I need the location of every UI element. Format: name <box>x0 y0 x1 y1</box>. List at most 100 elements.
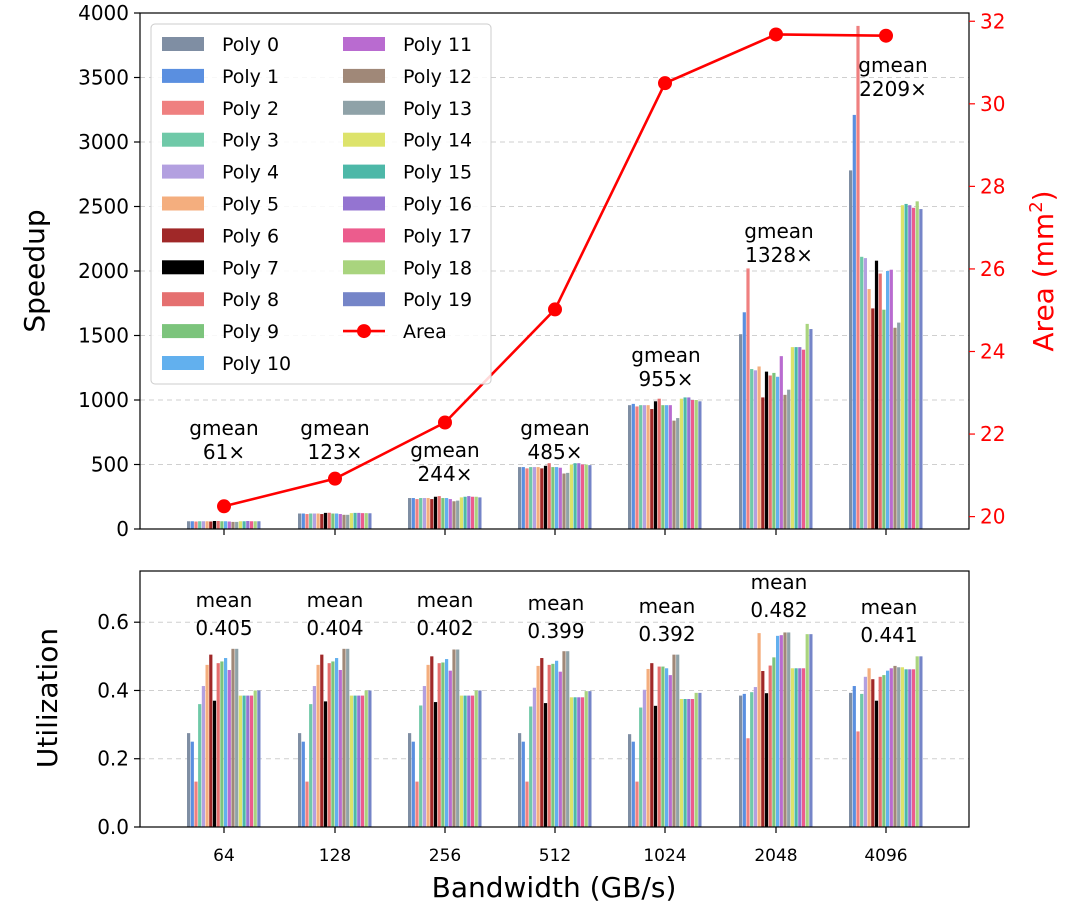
speedup-bar <box>805 323 809 529</box>
speedup-bar <box>470 496 475 529</box>
utilization-bar <box>220 661 224 827</box>
speedup-bar <box>694 400 698 529</box>
utilization-bar <box>331 661 335 827</box>
speedup-bar <box>852 114 856 529</box>
legend-swatch <box>343 100 385 115</box>
gmean-value: 955× <box>639 367 694 391</box>
speedup-bar <box>739 334 743 529</box>
speedup-bar <box>220 521 224 529</box>
speedup-y-tick-label: 0 <box>116 517 129 541</box>
utilization-bar <box>478 690 482 827</box>
utilization-bar <box>768 665 772 827</box>
speedup-bar <box>639 405 643 529</box>
speedup-bar <box>198 521 202 529</box>
utilization-bar <box>540 658 544 827</box>
speedup-bar <box>672 420 676 529</box>
legend-label: Poly 18 <box>403 257 472 279</box>
speedup-bar <box>305 514 309 529</box>
utilization-bar <box>463 695 467 827</box>
utilization-bar <box>915 656 919 827</box>
utilization-bar <box>687 699 691 827</box>
utilization-bar <box>301 741 305 827</box>
area-y-tick-label: 26 <box>980 257 1005 281</box>
utilization-bar <box>584 691 588 827</box>
utilization-bar <box>764 693 769 827</box>
utilization-bar <box>419 705 423 827</box>
area-point <box>769 27 783 42</box>
speedup-bar <box>661 405 665 529</box>
utilization-bar <box>346 648 350 827</box>
gmean-label: gmean <box>631 343 700 367</box>
speedup-bar <box>886 271 890 529</box>
speedup-bar <box>915 201 919 529</box>
legend-label: Poly 8 <box>222 289 279 311</box>
utilization-bar <box>529 706 533 827</box>
speedup-bar <box>900 205 904 529</box>
speedup-bar <box>525 468 529 529</box>
speedup-y-tick-label: 3000 <box>78 130 129 154</box>
speedup-bar <box>456 500 460 529</box>
legend-box <box>150 23 492 385</box>
speedup-bar <box>224 521 228 529</box>
area-point <box>438 415 452 430</box>
speedup-bar <box>860 256 864 529</box>
speedup-y-tick-label: 2500 <box>78 195 129 219</box>
utilization-bar <box>558 671 562 827</box>
utilization-bar <box>368 690 372 827</box>
utilization-bar <box>470 695 475 827</box>
utilization-bar <box>801 668 806 827</box>
utilization-y-tick-label: 0.6 <box>97 610 129 634</box>
area-axis-label-sup: 2 <box>1026 201 1047 212</box>
mean-value: 0.392 <box>638 622 695 646</box>
speedup-bar <box>798 347 802 529</box>
speedup-bar <box>863 258 867 529</box>
bandwidth-x-tick-label: 1024 <box>643 846 686 866</box>
speedup-bar <box>411 498 415 529</box>
speedup-bar <box>415 499 419 529</box>
speedup-bar <box>653 401 658 529</box>
utilization-bar <box>566 651 570 827</box>
speedup-bar <box>551 467 555 529</box>
utilization-bar <box>216 663 220 827</box>
legend-label: Poly 19 <box>403 289 472 311</box>
utilization-bar <box>761 671 765 827</box>
speedup-bar <box>580 464 585 529</box>
utilization-bar <box>628 734 632 827</box>
speedup-bar <box>764 371 769 529</box>
speedup-bar <box>849 170 853 529</box>
legend-label: Poly 2 <box>222 98 279 120</box>
speedup-bar <box>882 309 886 529</box>
speedup-bar <box>679 398 683 529</box>
area-point <box>217 499 231 514</box>
speedup-bar <box>867 289 871 529</box>
bandwidth-axis-label: Bandwidth (GB/s) <box>432 871 677 904</box>
legend-swatch <box>162 260 204 275</box>
utilization-bar <box>856 731 860 827</box>
mean-value: 0.399 <box>527 619 584 643</box>
speedup-bar <box>809 329 813 529</box>
utilization-bar <box>882 675 886 827</box>
speedup-axis-label: Speedup <box>18 209 51 332</box>
mean-label: mean <box>196 588 253 612</box>
speedup-bar <box>676 418 680 529</box>
utilization-bar <box>547 664 551 827</box>
area-point <box>548 302 562 317</box>
mean-value: 0.402 <box>416 616 473 640</box>
speedup-bar <box>518 467 522 529</box>
speedup-bar <box>445 498 449 529</box>
speedup-bar <box>779 356 783 529</box>
mean-value: 0.404 <box>306 616 363 640</box>
utilization-bar <box>194 781 198 827</box>
utilization-bar <box>187 733 191 827</box>
utilization-bar <box>863 676 867 827</box>
speedup-bar <box>212 521 217 529</box>
utilization-bar <box>353 695 357 827</box>
utilization-y-tick-label: 0.2 <box>97 747 129 771</box>
speedup-bar <box>301 513 305 529</box>
speedup-bar <box>635 406 639 529</box>
utilization-bar <box>360 695 365 827</box>
mean-label: mean <box>417 588 474 612</box>
speedup-bar <box>194 521 198 529</box>
utilization-bar <box>536 665 540 827</box>
